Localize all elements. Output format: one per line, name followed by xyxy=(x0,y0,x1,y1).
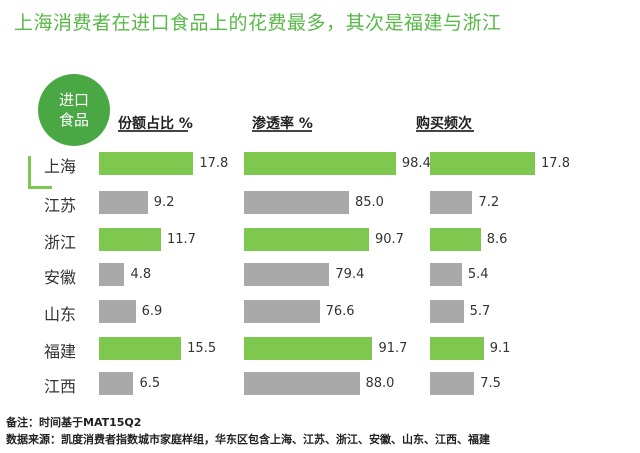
bar xyxy=(244,263,330,286)
page-title: 上海消费者在进口食品上的花费最多，其次是福建与浙江 xyxy=(14,12,502,34)
bar xyxy=(430,263,462,286)
bar xyxy=(99,263,125,286)
series-header-underline xyxy=(252,130,312,132)
bar-value-label: 91.7 xyxy=(378,341,408,356)
bar xyxy=(430,300,464,323)
bar-value-label: 6.9 xyxy=(141,304,163,319)
province-label: 福建 xyxy=(44,342,77,361)
bar-value-label: 76.6 xyxy=(325,304,355,319)
series-header: 购买频次 xyxy=(416,116,472,132)
bar xyxy=(244,152,396,175)
bar xyxy=(99,191,148,214)
bar xyxy=(99,228,161,251)
bar-value-label: 11.7 xyxy=(167,232,196,247)
province-label: 江苏 xyxy=(44,196,77,215)
bracket-horizontal xyxy=(28,186,52,189)
bar-value-label: 9.2 xyxy=(153,195,175,210)
bar-value-label: 4.8 xyxy=(130,267,152,282)
bar-value-label: 6.5 xyxy=(139,376,161,391)
series-header-underline xyxy=(416,130,474,132)
province-label: 安徽 xyxy=(44,268,77,287)
bar xyxy=(430,337,484,360)
province-label: 浙江 xyxy=(44,233,77,252)
badge-line-2: 食品 xyxy=(58,111,89,129)
province-label: 山东 xyxy=(44,305,77,324)
footnote-note: 备注：时间基于MAT15Q2 xyxy=(6,416,142,429)
bar xyxy=(244,337,373,360)
bar-value-label: 17.8 xyxy=(199,156,229,171)
bar xyxy=(99,372,134,395)
bar xyxy=(244,191,349,214)
province-label: 江西 xyxy=(44,377,77,396)
bar-value-label: 85.0 xyxy=(355,195,384,210)
imported-food-badge: 进口 食品 xyxy=(38,74,110,146)
series-header-underline xyxy=(118,130,188,132)
bar xyxy=(99,152,194,175)
province-label: 上海 xyxy=(44,157,77,176)
bar xyxy=(244,300,320,323)
footnote-source: 数据来源：凯度消费者指数城市家庭样组，华东区包含上海、江苏、浙江、安徽、山东、江… xyxy=(6,433,490,446)
bar-value-label: 9.1 xyxy=(489,341,511,356)
bar-value-label: 90.7 xyxy=(374,232,404,247)
series-header: 渗透率 % xyxy=(252,116,313,132)
bar-value-label: 5.4 xyxy=(467,267,489,282)
bar xyxy=(99,337,182,360)
bar-value-label: 15.5 xyxy=(187,341,217,356)
bar-value-label: 7.2 xyxy=(478,195,500,210)
bar xyxy=(430,372,475,395)
bar xyxy=(430,152,536,175)
bar xyxy=(244,372,360,395)
bracket-vertical xyxy=(28,156,31,188)
bar-value-label: 8.6 xyxy=(486,232,508,247)
bar xyxy=(430,228,481,251)
series-header: 份额占比 % xyxy=(118,116,193,132)
bar xyxy=(99,300,136,323)
bar-value-label: 5.7 xyxy=(469,304,491,319)
bar-value-label: 79.4 xyxy=(335,267,365,282)
bar xyxy=(244,228,369,251)
bar-value-label: 88.0 xyxy=(365,376,395,391)
bar-value-label: 17.8 xyxy=(541,156,570,171)
bar-value-label: 98.4 xyxy=(401,156,431,171)
badge-line-1: 进口 xyxy=(58,91,89,109)
bar xyxy=(430,191,473,214)
bar-value-label: 7.5 xyxy=(480,376,501,391)
